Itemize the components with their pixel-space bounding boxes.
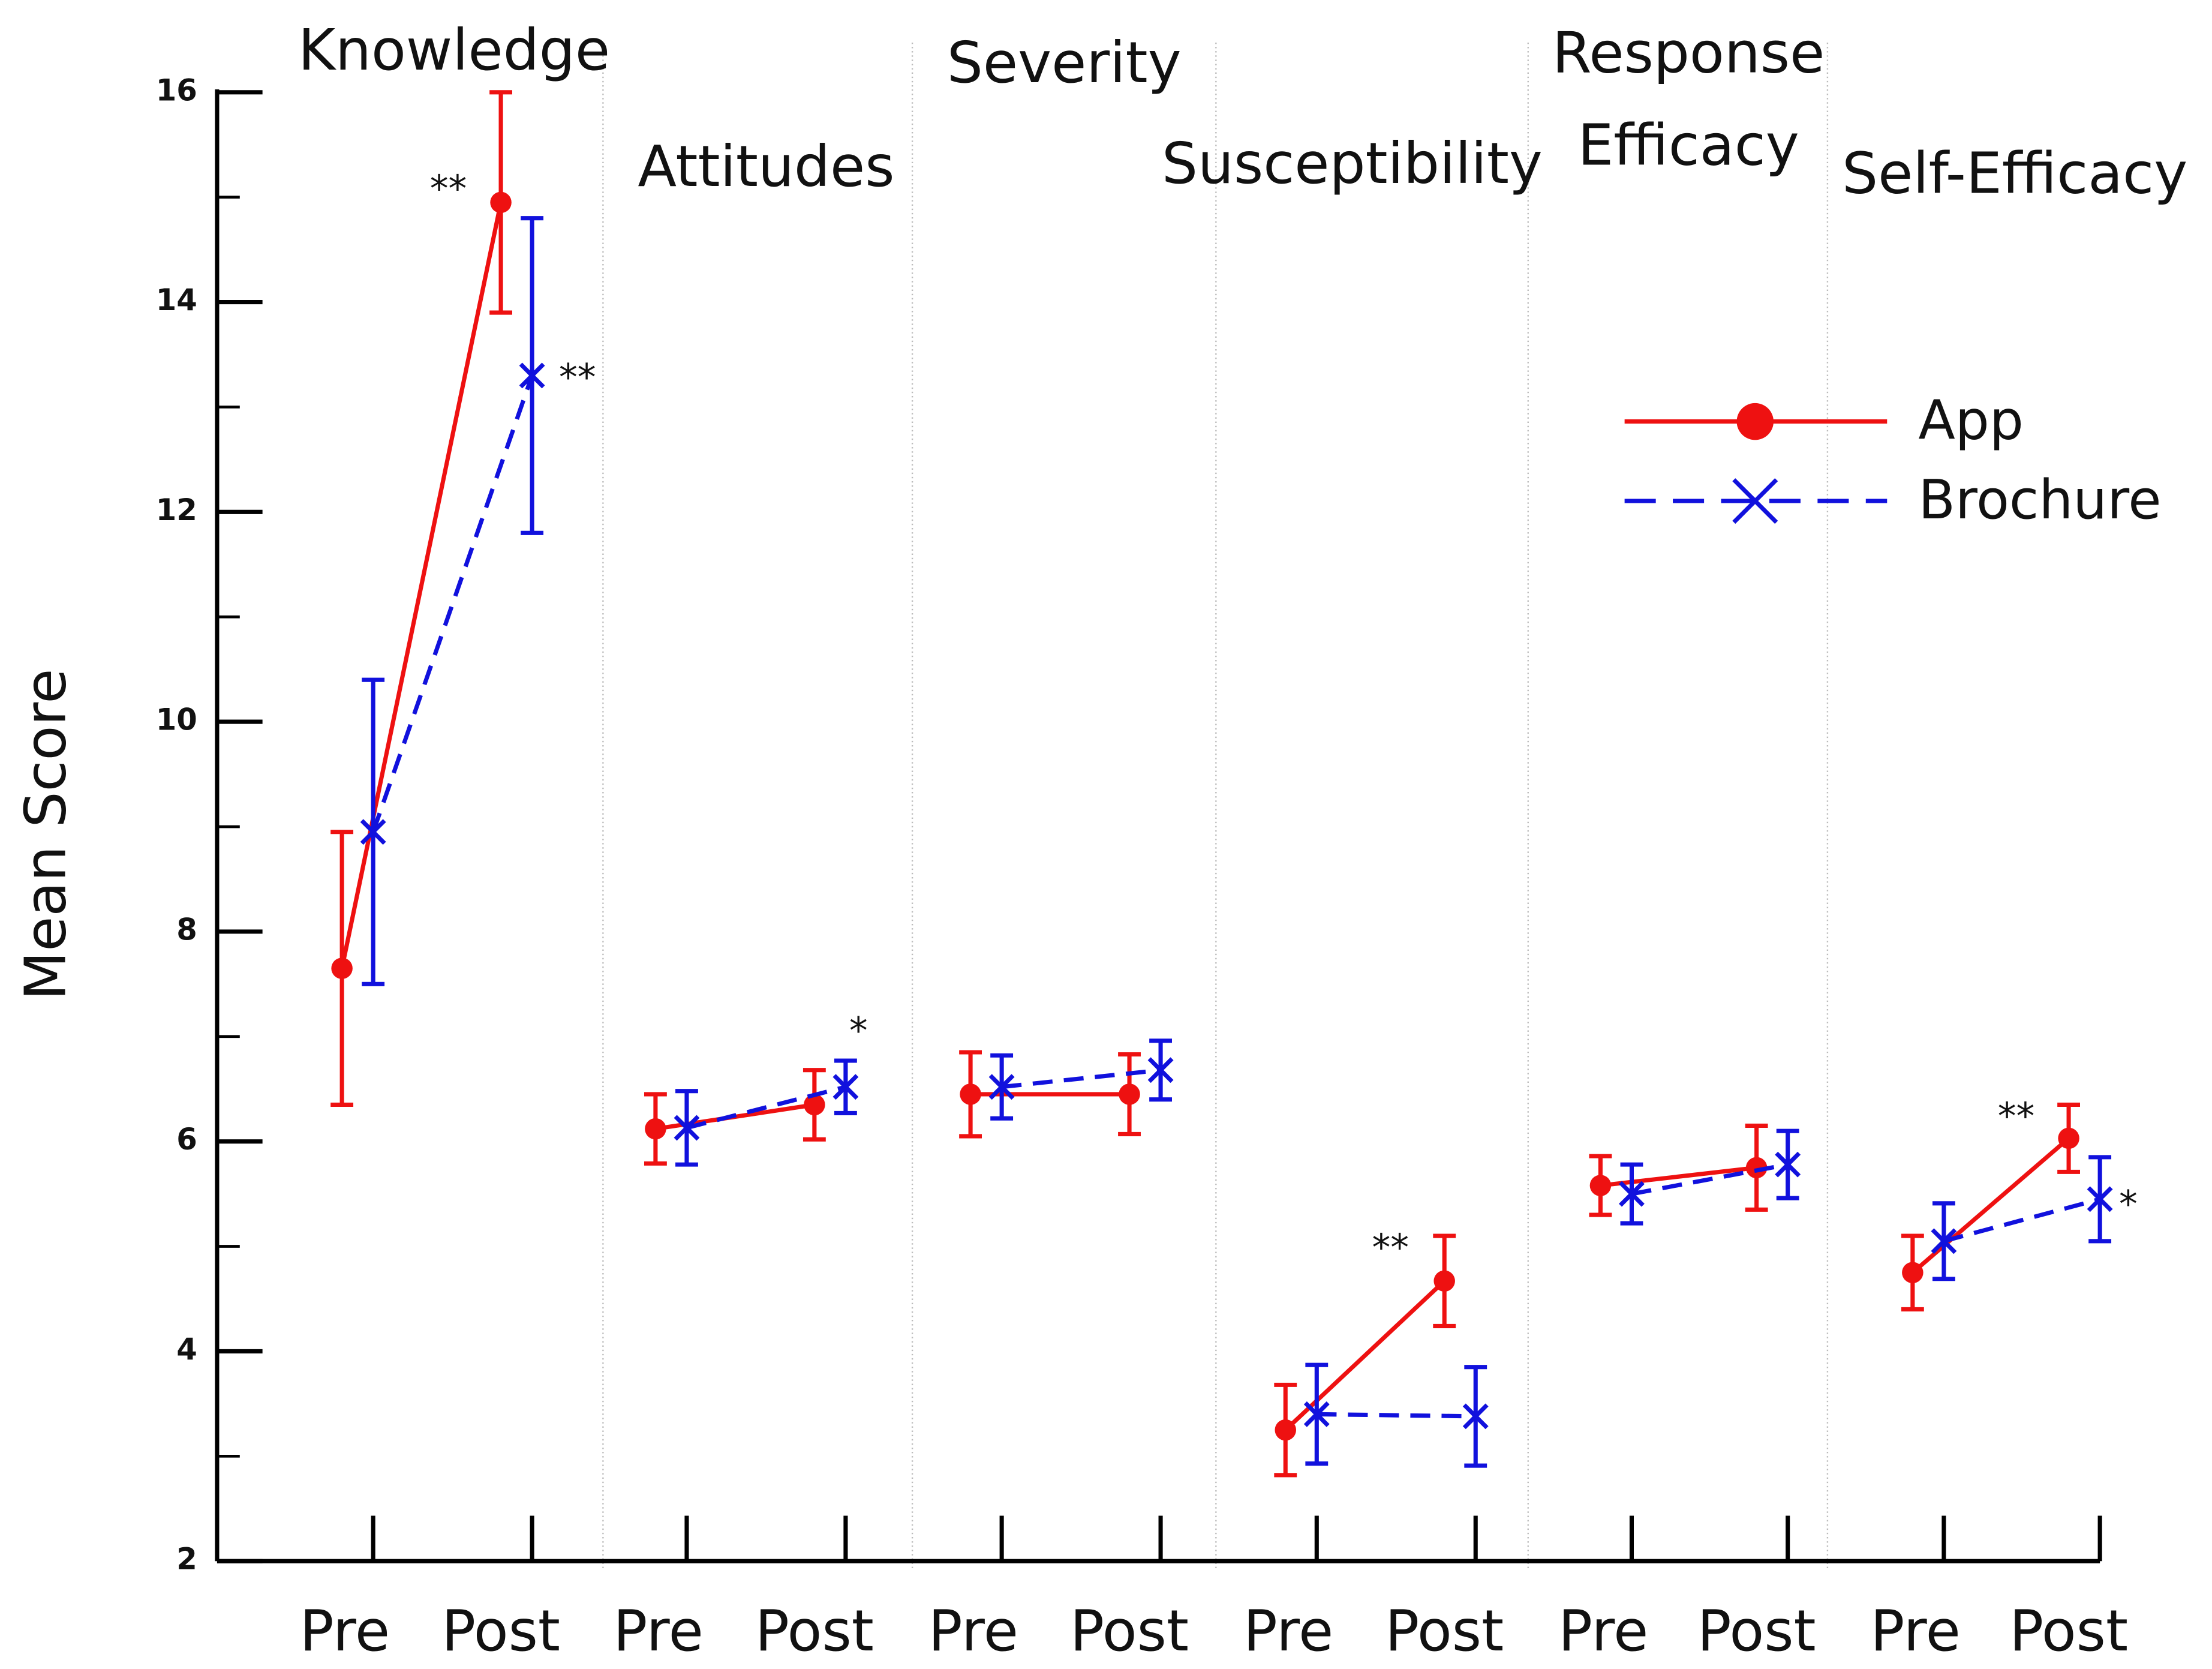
legend-marker <box>1736 403 1774 440</box>
y-tick-label: 16 <box>156 73 197 107</box>
marker-stroke <box>1303 1401 1330 1427</box>
significance-label: * <box>2119 1182 2138 1226</box>
panel-title: Response <box>1552 20 1825 86</box>
panel-title: Efficacy <box>1577 112 1799 178</box>
marker <box>490 191 512 214</box>
x-tick-label: Pre <box>613 1598 703 1664</box>
marker-stroke <box>674 1115 700 1141</box>
y-tick-label: 10 <box>156 703 197 737</box>
y-axis-label: Mean Score <box>13 669 79 1001</box>
panel-title: Attitudes <box>638 134 894 200</box>
marker-stroke <box>360 819 386 845</box>
marker <box>1462 1403 1489 1430</box>
series-line <box>371 374 534 833</box>
series-line <box>339 202 503 969</box>
x-tick-label: Pre <box>928 1598 1018 1664</box>
series-line <box>1284 1279 1446 1432</box>
panel-title: Self-Efficacy <box>1842 141 2187 207</box>
marker-stroke <box>1931 1228 1957 1254</box>
x-tick-label: Pre <box>1558 1598 1648 1664</box>
marker <box>519 362 545 389</box>
marker <box>1745 1157 1768 1179</box>
y-tick-label: 12 <box>156 493 197 527</box>
significance-label: ** <box>1372 1226 1409 1269</box>
marker <box>960 1083 981 1105</box>
marker <box>1775 1151 1801 1178</box>
marker <box>1902 1262 1924 1284</box>
panel-title: Knowledge <box>298 17 610 83</box>
series-line <box>686 1085 846 1130</box>
y-tick-label: 6 <box>176 1122 197 1157</box>
x-tick-label: Pre <box>300 1598 390 1664</box>
series-line <box>1600 1165 1757 1188</box>
x-tick-label: Post <box>1697 1598 1816 1664</box>
significance-label: ** <box>1998 1094 2035 1137</box>
marker-stroke <box>1732 478 1778 524</box>
y-tick-label: 2 <box>176 1542 197 1577</box>
marker <box>1303 1401 1330 1427</box>
marker <box>360 819 386 845</box>
series-line <box>1317 1412 1476 1419</box>
marker <box>988 1074 1015 1100</box>
marker <box>1119 1083 1140 1105</box>
significance-label: * <box>849 1009 868 1052</box>
legend-marker <box>1732 478 1778 524</box>
marker <box>1433 1270 1455 1292</box>
marker-stroke <box>1775 1151 1801 1178</box>
marker-stroke <box>832 1074 859 1100</box>
marker <box>1275 1419 1296 1441</box>
marker <box>832 1074 859 1100</box>
panel-title: Susceptibility <box>1162 131 1543 197</box>
series-line <box>1911 1136 2070 1274</box>
marker <box>804 1094 825 1116</box>
marker-stroke <box>1619 1181 1645 1207</box>
significance-label: ** <box>559 356 596 399</box>
x-tick-label: Post <box>1385 1598 1504 1664</box>
y-tick-label: 8 <box>176 912 197 947</box>
marker <box>674 1115 700 1141</box>
marker-stroke <box>988 1074 1015 1100</box>
marker <box>645 1118 666 1140</box>
marker <box>2058 1127 2079 1149</box>
marker <box>1931 1228 1957 1254</box>
x-tick-label: Post <box>2009 1598 2128 1664</box>
series-line <box>1631 1162 1789 1196</box>
panel-title: Severity <box>947 30 1182 96</box>
marker-stroke <box>1462 1403 1489 1430</box>
x-tick-label: Post <box>1070 1598 1189 1664</box>
significance-label: ** <box>430 167 467 211</box>
marker <box>2087 1186 2113 1212</box>
marker <box>331 957 353 979</box>
y-tick-label: 14 <box>156 283 197 317</box>
x-tick-label: Pre <box>1243 1598 1333 1664</box>
marker-stroke <box>519 362 545 389</box>
marker <box>1589 1175 1612 1196</box>
x-tick-label: Post <box>441 1598 560 1664</box>
series-line <box>1001 1068 1161 1089</box>
marker <box>1619 1181 1645 1207</box>
x-tick-label: Pre <box>1870 1598 1960 1664</box>
series-line <box>1943 1197 2101 1244</box>
marker <box>1147 1057 1174 1083</box>
legend-label: Brochure <box>1918 469 2161 532</box>
legend-label: App <box>1918 390 2024 452</box>
y-tick-label: 4 <box>176 1332 197 1367</box>
marker-stroke <box>1147 1057 1174 1083</box>
x-tick-label: Post <box>755 1598 874 1664</box>
marker-stroke <box>2087 1186 2113 1212</box>
